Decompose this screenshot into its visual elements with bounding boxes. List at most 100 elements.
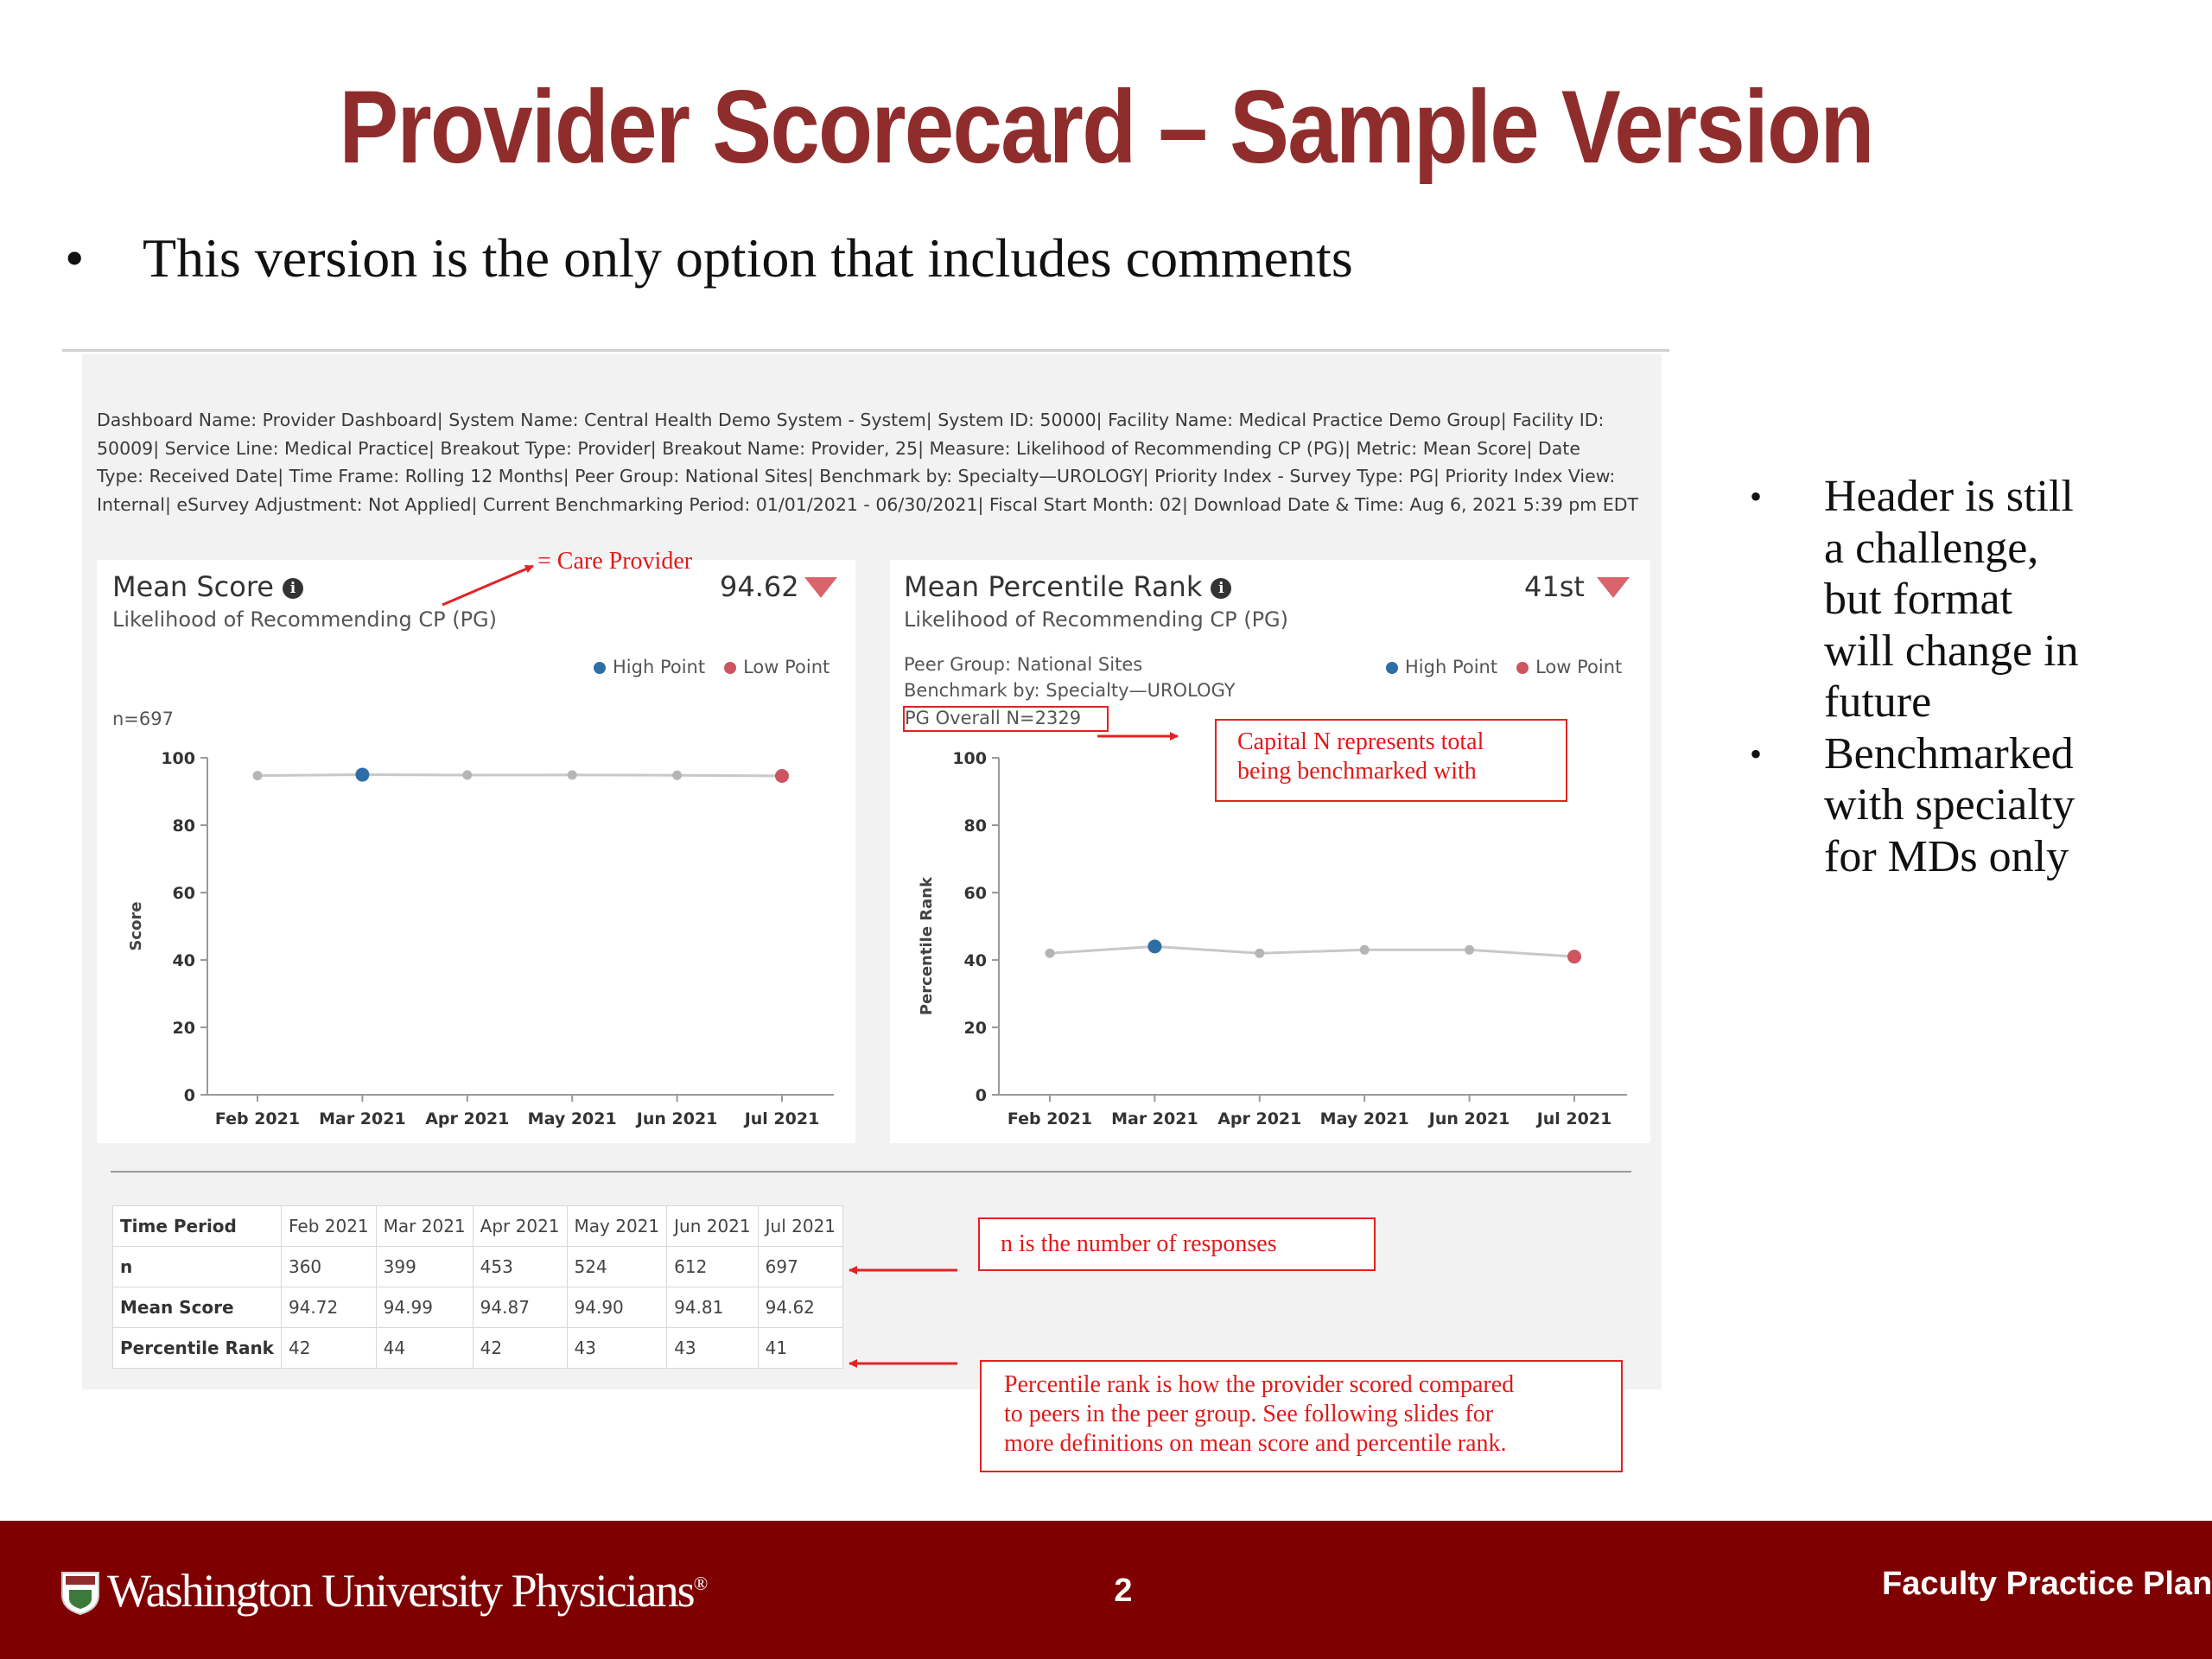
y-tick-label: 40 (173, 951, 195, 970)
right-bullet-list: • Header is still a challenge, but forma… (1750, 471, 2199, 882)
percentile-rank-value: 41st (1524, 570, 1585, 603)
percentile-rank-note-line: to peers in the peer group. See followin… (1004, 1401, 1494, 1427)
percentile-rank-card (890, 560, 1650, 1143)
mean-score-title: Mean Score i (112, 570, 303, 603)
table-cell: 43 (566, 1327, 668, 1369)
table-row: n 360 399 453 524 612 697 (112, 1246, 844, 1287)
table-cell: 697 (757, 1246, 844, 1287)
y-tick-label: 20 (173, 1019, 195, 1038)
mean-score-title-text: Mean Score (112, 570, 274, 603)
benchmark-label: Benchmark by: Specialty—UROLOGY (904, 680, 1236, 701)
right-bullet-line: future (1824, 677, 1932, 727)
data-point (1255, 948, 1265, 958)
y-tick-label: 100 (952, 749, 987, 768)
y-tick-label: 100 (161, 749, 195, 768)
peer-group-label: Peer Group: National Sites (904, 654, 1143, 675)
legend-high-label: High Point (613, 657, 706, 677)
mean-score-value: 94.62 (720, 570, 799, 603)
bullet-dot: • (65, 227, 85, 289)
scorecard-table: Time Period Feb 2021 Mar 2021 Apr 2021 M… (112, 1205, 844, 1369)
x-tick-label: Mar 2021 (1111, 1109, 1198, 1128)
main-bullet: • This version is the only option that in… (65, 226, 1353, 290)
table-cell: 94.99 (375, 1287, 474, 1328)
percentile-rank-callout (980, 1360, 1623, 1472)
data-point (1465, 944, 1475, 955)
registered-mark: ® (693, 1573, 709, 1594)
table-cell: 41 (757, 1327, 844, 1369)
capital-n-callout (1215, 719, 1567, 802)
meta-line-text: Internal| eSurvey Adjustment: Not Applie… (97, 493, 1639, 515)
percentile-rank-title: Mean Percentile Rank i (904, 570, 1232, 603)
y-tick-label: 80 (173, 817, 195, 836)
data-point (1045, 948, 1055, 958)
table-header-cell: May 2021 (566, 1205, 668, 1247)
table-header-row: Time Period Feb 2021 Mar 2021 Apr 2021 M… (112, 1205, 844, 1247)
y-tick-label: 0 (184, 1086, 195, 1105)
mean-score-subtitle: Likelihood of Recommending CP (PG) (112, 607, 497, 632)
y-tick-label: 20 (964, 1019, 987, 1038)
meta-line: Dashboard Name: Provider Dashboard| Syst… (97, 406, 1652, 435)
y-tick-label: 0 (976, 1086, 987, 1105)
trend-down-icon (1597, 577, 1630, 598)
info-icon[interactable]: i (282, 578, 303, 599)
table-cell: 44 (375, 1327, 474, 1369)
table-cell: 524 (566, 1246, 668, 1287)
footer-org-name: Washington University Physicians® (107, 1564, 709, 1618)
legend-high-label: High Point (1405, 657, 1498, 677)
y-tick-label: 60 (173, 884, 195, 903)
mean-score-card (97, 560, 855, 1143)
x-tick-label: May 2021 (1320, 1109, 1409, 1128)
row-label: Percentile Rank (112, 1327, 282, 1369)
mean-score-legend: High Point Low Point (575, 657, 830, 677)
x-tick-label: Jul 2021 (1535, 1109, 1612, 1128)
right-bullet: • Header is still a challenge, but forma… (1750, 471, 2199, 728)
pg-overall-label: PG Overall N=2329 (903, 706, 1109, 732)
y-axis-label: Score (127, 901, 145, 950)
table-row: Percentile Rank 42 44 42 43 43 41 (112, 1327, 844, 1369)
meta-line: 50009| Service Line: Medical Practice| B… (97, 435, 1652, 463)
right-bullet-line: Header is still (1824, 472, 2074, 521)
table-header-cell: Mar 2021 (375, 1205, 474, 1247)
meta-line-text: Type: Received Date| Time Frame: Rolling… (97, 466, 1616, 486)
x-tick-label: Feb 2021 (1007, 1109, 1092, 1128)
row-label: n (112, 1246, 282, 1287)
high-point-dot-icon (1386, 662, 1398, 674)
table-header-cell: Time Period (112, 1205, 282, 1247)
y-tick-label: 40 (964, 951, 987, 970)
right-bullet-line: but format (1824, 575, 2013, 624)
right-bullet-line: will change in (1824, 626, 2079, 676)
page-number: 2 (1114, 1573, 1133, 1609)
low-point (775, 768, 789, 783)
low-point-dot-icon (1516, 662, 1529, 674)
info-icon[interactable]: i (1211, 578, 1232, 599)
percentile-rank-note-line: Percentile rank is how the provider scor… (1004, 1371, 1515, 1398)
trend-down-icon (804, 577, 837, 598)
y-axis-label: Percentile Rank (918, 876, 936, 1015)
table-header-cell: Jul 2021 (757, 1205, 844, 1247)
x-tick-label: Apr 2021 (1217, 1109, 1301, 1128)
footer-bar (0, 1521, 2212, 1659)
data-point (252, 771, 263, 781)
table-cell: 94.90 (566, 1287, 668, 1328)
table-cell: 612 (666, 1246, 759, 1287)
x-tick-label: Jul 2021 (743, 1109, 820, 1128)
y-tick-label: 80 (964, 817, 987, 836)
n-responses-callout (978, 1217, 1376, 1271)
series-line (257, 773, 783, 778)
table-cell: 43 (666, 1327, 759, 1369)
low-point (1567, 950, 1581, 964)
x-tick-label: Mar 2021 (319, 1109, 406, 1128)
capital-n-note-line: Capital N represents total (1237, 728, 1484, 755)
high-point (355, 767, 370, 782)
table-cell: 453 (472, 1246, 568, 1287)
screenshot-divider (62, 349, 1669, 352)
table-header-cell: Feb 2021 (280, 1205, 377, 1247)
right-bullet-line: for MDs only (1824, 831, 2069, 881)
care-provider-note: = Care Provider (537, 548, 693, 575)
x-tick-label: Feb 2021 (215, 1109, 300, 1128)
high-point (1147, 939, 1162, 954)
data-point (1359, 944, 1370, 955)
percentile-rank-subtitle: Likelihood of Recommending CP (PG) (904, 607, 1288, 632)
main-bullet-text: This version is the only option that inc… (143, 227, 1353, 289)
